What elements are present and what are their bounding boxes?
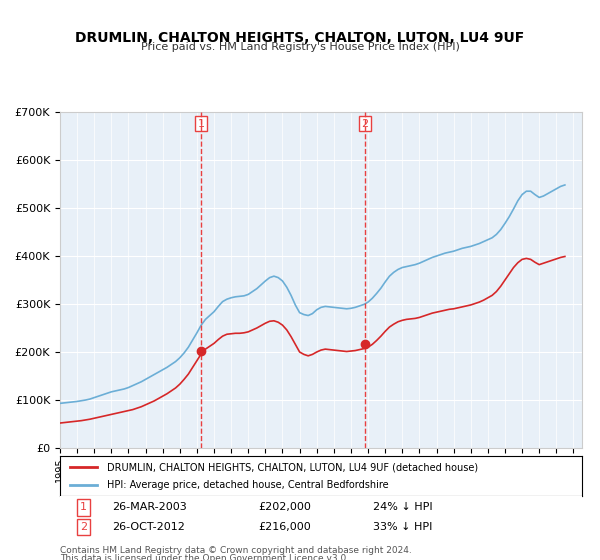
Text: Price paid vs. HM Land Registry's House Price Index (HPI): Price paid vs. HM Land Registry's House … <box>140 42 460 52</box>
Text: 24% ↓ HPI: 24% ↓ HPI <box>373 502 433 512</box>
Text: This data is licensed under the Open Government Licence v3.0.: This data is licensed under the Open Gov… <box>60 554 349 560</box>
Text: DRUMLIN, CHALTON HEIGHTS, CHALTON, LUTON, LU4 9UF (detached house): DRUMLIN, CHALTON HEIGHTS, CHALTON, LUTON… <box>107 463 478 473</box>
Text: £216,000: £216,000 <box>259 522 311 532</box>
Text: 33% ↓ HPI: 33% ↓ HPI <box>373 522 433 532</box>
Text: Contains HM Land Registry data © Crown copyright and database right 2024.: Contains HM Land Registry data © Crown c… <box>60 546 412 555</box>
Text: 26-MAR-2003: 26-MAR-2003 <box>112 502 187 512</box>
Text: 1: 1 <box>80 502 87 512</box>
Text: DRUMLIN, CHALTON HEIGHTS, CHALTON, LUTON, LU4 9UF: DRUMLIN, CHALTON HEIGHTS, CHALTON, LUTON… <box>76 31 524 45</box>
Text: HPI: Average price, detached house, Central Bedfordshire: HPI: Average price, detached house, Cent… <box>107 479 389 489</box>
Text: 26-OCT-2012: 26-OCT-2012 <box>112 522 185 532</box>
Text: 2: 2 <box>361 119 368 129</box>
Text: 1: 1 <box>197 119 205 129</box>
Text: 2: 2 <box>80 522 87 532</box>
Text: £202,000: £202,000 <box>259 502 311 512</box>
